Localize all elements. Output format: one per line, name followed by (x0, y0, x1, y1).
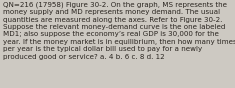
Text: QN=216 (17958) Figure 30-2. On the graph, MS represents the
money supply and MD : QN=216 (17958) Figure 30-2. On the graph… (3, 1, 235, 60)
